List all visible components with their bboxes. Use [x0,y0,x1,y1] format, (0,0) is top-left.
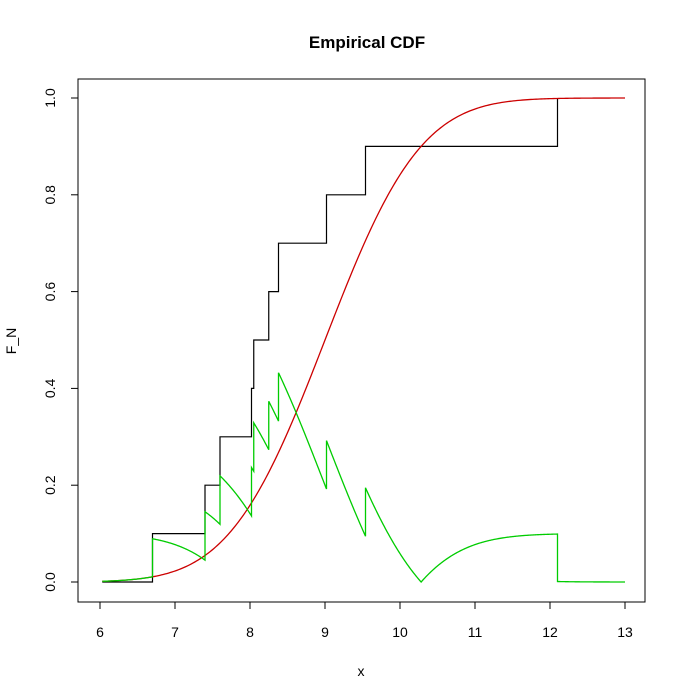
normal-cdf-curve [102,97,625,582]
x-axis: 6 7 8 9 10 11 12 13 [96,601,633,640]
x-axis-label: x [358,663,365,679]
y-tick-label: 0.6 [42,282,58,302]
x-tick-label: 10 [392,624,408,640]
x-tick-label: 8 [246,624,254,640]
y-axis-label: F_N [3,328,19,354]
y-tick-label: 0.8 [42,185,58,205]
y-tick-label: 0.4 [42,378,58,398]
ecdf-step-line [102,98,559,583]
y-tick-label: 0.0 [42,572,58,592]
series-layer [102,97,625,583]
x-tick-label: 11 [468,624,483,640]
y-axis: 0.0 0.2 0.4 0.6 0.8 1.0 [42,88,79,592]
y-tick-label: 0.2 [42,475,58,495]
x-tick-label: 9 [321,624,329,640]
x-tick-label: 7 [171,624,179,640]
chart-title: Empirical CDF [309,33,425,52]
x-tick-label: 12 [542,624,558,640]
x-tick-label: 6 [96,624,104,640]
plot-frame [77,78,646,603]
abs-difference-line [102,372,625,583]
x-tick-label: 13 [617,624,633,640]
y-tick-label: 1.0 [42,88,58,108]
